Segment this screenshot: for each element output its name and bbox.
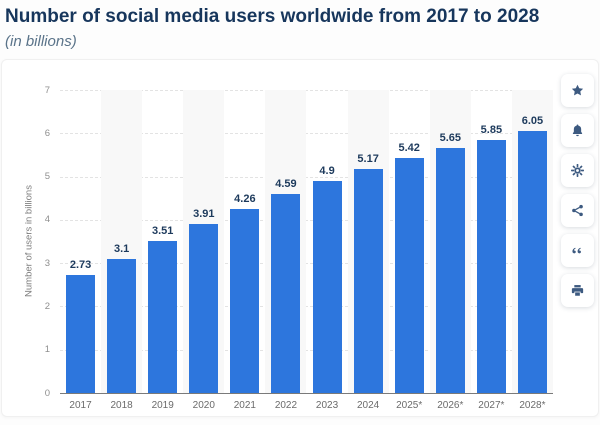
bar[interactable] <box>312 180 342 393</box>
bar-value-label: 4.59 <box>275 178 297 191</box>
y-axis-label: 5 <box>44 171 50 183</box>
bar-value-label: 3.91 <box>193 207 215 220</box>
bar[interactable] <box>394 158 424 393</box>
y-axis-label: 3 <box>44 257 50 269</box>
x-axis-label: 2026* <box>437 400 464 411</box>
bar-value-label: 4.9 <box>319 164 335 177</box>
alert-button[interactable] <box>561 114 594 147</box>
y-axis-label: 1 <box>44 344 50 356</box>
chart-card: Number of users in billions 0 1 2 3 4 5 6 7 2.73… <box>1 59 599 417</box>
x-axis-label: 2028* <box>519 400 546 411</box>
chart-toolbar <box>561 74 594 307</box>
bar-value-label: 4.26 <box>234 192 256 205</box>
cite-button[interactable] <box>561 234 594 267</box>
x-axis-label: 2020 <box>192 400 215 411</box>
bell-icon <box>570 123 585 138</box>
print-button[interactable] <box>561 274 594 307</box>
y-axis-label: 7 <box>44 84 50 96</box>
share-button[interactable] <box>561 194 594 227</box>
x-axis-label: 2021 <box>233 400 256 411</box>
y-axis-label: 6 <box>44 127 50 139</box>
bar[interactable] <box>189 223 219 393</box>
x-axis-label: 2022 <box>274 400 298 411</box>
bar[interactable] <box>517 131 547 393</box>
bar-value-label: 5.17 <box>357 153 379 166</box>
bar[interactable] <box>435 148 465 393</box>
star-icon <box>570 83 585 98</box>
chart-subtitle: (in billions) <box>5 33 77 50</box>
x-axis-label: 2027* <box>478 400 505 411</box>
quote-icon <box>570 243 585 258</box>
gridline <box>60 219 553 221</box>
bar[interactable] <box>148 241 178 393</box>
printer-icon <box>570 283 585 298</box>
x-axis-label: 2018 <box>110 400 133 411</box>
bar[interactable] <box>66 274 96 393</box>
chart-header: Number of social media users worldwide f… <box>0 0 600 50</box>
bar-value-label: 3.1 <box>113 242 130 255</box>
bar[interactable] <box>476 139 506 393</box>
gridline <box>60 263 553 265</box>
gridline <box>60 90 553 91</box>
favorite-button[interactable] <box>561 74 594 107</box>
gridline <box>60 133 553 135</box>
bar-value-label: 5.65 <box>439 132 461 145</box>
bar-value-label: 6.05 <box>521 115 544 128</box>
bar[interactable] <box>353 169 383 393</box>
share-icon <box>570 203 585 218</box>
bar[interactable] <box>271 194 301 393</box>
bar-value-label: 5.85 <box>480 123 503 136</box>
bar[interactable] <box>230 208 260 393</box>
x-axis-label: 2019 <box>151 400 174 411</box>
settings-button[interactable] <box>561 154 594 187</box>
bar-chart: Number of users in billions 0 1 2 3 4 5 6 7 2.73… <box>2 60 554 416</box>
bar-value-label: 2.73 <box>69 258 92 271</box>
gridline <box>60 176 553 178</box>
x-axis-label: 2023 <box>315 400 339 411</box>
x-axis-line <box>60 393 553 394</box>
x-axis-label: 2017 <box>69 400 92 411</box>
bar[interactable] <box>107 258 137 393</box>
gridline <box>60 306 553 308</box>
x-axis-label: 2025* <box>396 400 423 411</box>
page-title: Number of social media users worldwide f… <box>5 6 540 27</box>
gear-icon <box>570 163 585 178</box>
y-axis-label: 4 <box>44 214 50 226</box>
y-axis-label: 0 <box>44 387 50 399</box>
gridline <box>60 349 553 351</box>
x-axis-label: 2024 <box>356 400 380 411</box>
bar-value-label: 3.51 <box>151 225 174 238</box>
bar-value-label: 5.42 <box>398 142 420 155</box>
y-axis-label: 2 <box>44 300 50 312</box>
